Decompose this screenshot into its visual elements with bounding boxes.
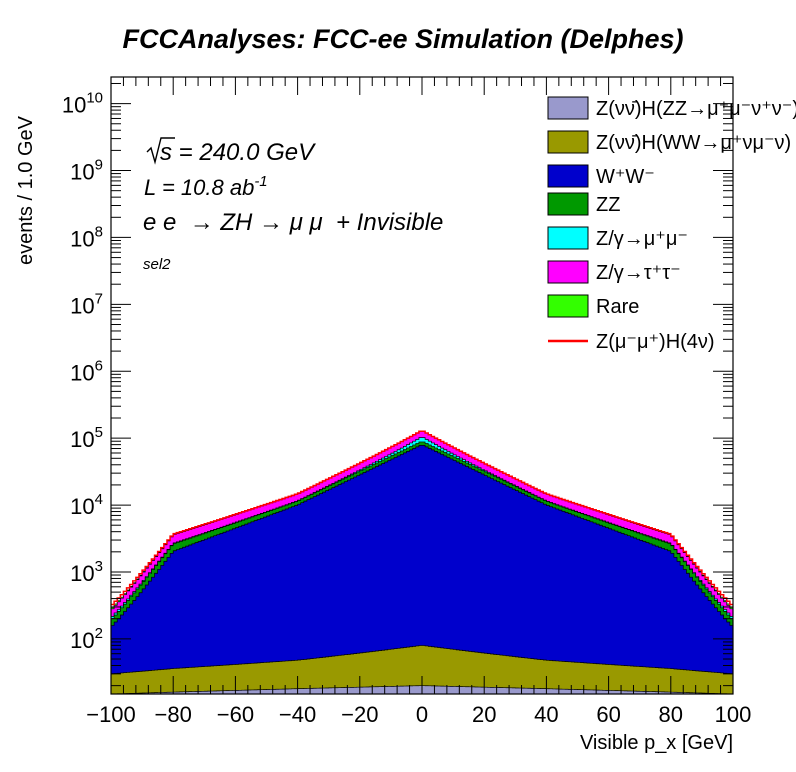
legend-entry: Z/γ→μ⁺μ⁻ [547, 226, 688, 250]
annotation-sqrt-s: s = 240.0 GeV [160, 139, 316, 166]
histogram-w-w- [110, 445, 734, 695]
x-axis-ticks: −100 −80 −60 −40 −20 0 20 40 60 80 100 [86, 77, 751, 727]
y-tick-label: 103 [70, 558, 103, 586]
x-tick-label: 40 [534, 702, 558, 727]
y-tick-label: 109 [70, 157, 103, 185]
y-tick-label: 102 [70, 625, 103, 653]
legend-label: Z(μ⁻μ⁺)H(4ν) [596, 331, 715, 353]
x-tick-label: 0 [416, 702, 428, 727]
y-tick-label: 1010 [62, 90, 103, 118]
legend-swatch [547, 294, 589, 318]
x-tick-label: 80 [659, 702, 683, 727]
legend-entry: Rare [547, 294, 639, 318]
plot-frame [110, 76, 734, 695]
y-axis-ticks: 102 103 104 105 106 107 108 109 1010 [62, 82, 733, 687]
x-tick-label: −60 [217, 702, 254, 727]
legend-swatch [547, 260, 589, 284]
legend: Z(νν̄)H(ZZ→μ⁺μ⁻ν⁺ν⁻) Z(νν̄)H(WW→μ⁺νμ⁻ν) … [547, 96, 796, 353]
legend-entry: W⁺W⁻ [547, 164, 655, 188]
legend-label: Z(νν̄)H(WW→μ⁺νμ⁻ν) [596, 132, 791, 154]
annotation-selection: sel2 [143, 256, 171, 273]
chart-title: FCCAnalyses: FCC-ee Simulation (Delphes) [122, 24, 683, 54]
annotation-lumi-exponent: -1 [254, 173, 267, 190]
x-tick-label: 100 [715, 702, 752, 727]
x-tick-label: −20 [341, 702, 378, 727]
annotation-lumi-text: L = 10.8 ab [144, 175, 254, 200]
legend-entry: Z(νν̄)H(WW→μ⁺νμ⁻ν) [547, 130, 791, 154]
stacked-histograms [110, 431, 734, 695]
legend-entry: Z(μ⁻μ⁺)H(4ν) [548, 331, 715, 353]
x-tick-label: 20 [472, 702, 496, 727]
legend-entry: Z/γ→τ⁺τ⁻ [547, 260, 681, 284]
signal-line [111, 430, 733, 606]
legend-label: Z(νν̄)H(ZZ→μ⁺μ⁻ν⁺ν⁻) [596, 98, 796, 120]
annotations: s = 240.0 GeV L = 10.8 ab-1 e e → ZH → μ… [143, 137, 443, 273]
annotation-lumi: L = 10.8 ab-1 [144, 173, 268, 200]
y-tick-label: 107 [70, 290, 103, 318]
annotation-process: e e → ZH → μ μ + Invisible [143, 209, 443, 236]
y-tick-label: 108 [70, 223, 103, 251]
legend-swatch [547, 96, 589, 120]
legend-swatch [547, 226, 589, 250]
legend-label: W⁺W⁻ [596, 166, 655, 188]
legend-label: Z/γ→μ⁺μ⁻ [596, 228, 688, 250]
signal-histogram-line [111, 430, 733, 606]
y-tick-label: 105 [70, 424, 103, 452]
legend-label: Rare [596, 296, 639, 318]
x-tick-label: 60 [596, 702, 620, 727]
y-tick-label: 104 [70, 491, 103, 519]
legend-label: Z/γ→τ⁺τ⁻ [596, 262, 681, 284]
legend-swatch [547, 192, 589, 216]
y-axis-label: events / 1.0 GeV [15, 115, 37, 265]
legend-swatch [547, 130, 589, 154]
x-tick-label: −100 [86, 702, 136, 727]
legend-label: ZZ [596, 194, 620, 216]
x-tick-label: −40 [279, 702, 316, 727]
legend-entry: ZZ [547, 192, 620, 216]
legend-entry: Z(νν̄)H(ZZ→μ⁺μ⁻ν⁺ν⁻) [547, 96, 796, 120]
x-tick-label: −80 [155, 702, 192, 727]
y-tick-label: 106 [70, 357, 103, 385]
histogram-z-h-ww- [110, 645, 734, 695]
x-axis-label: Visible p_x [GeV] [580, 732, 733, 754]
sqrt-symbol [146, 137, 175, 165]
legend-swatch [547, 164, 589, 188]
